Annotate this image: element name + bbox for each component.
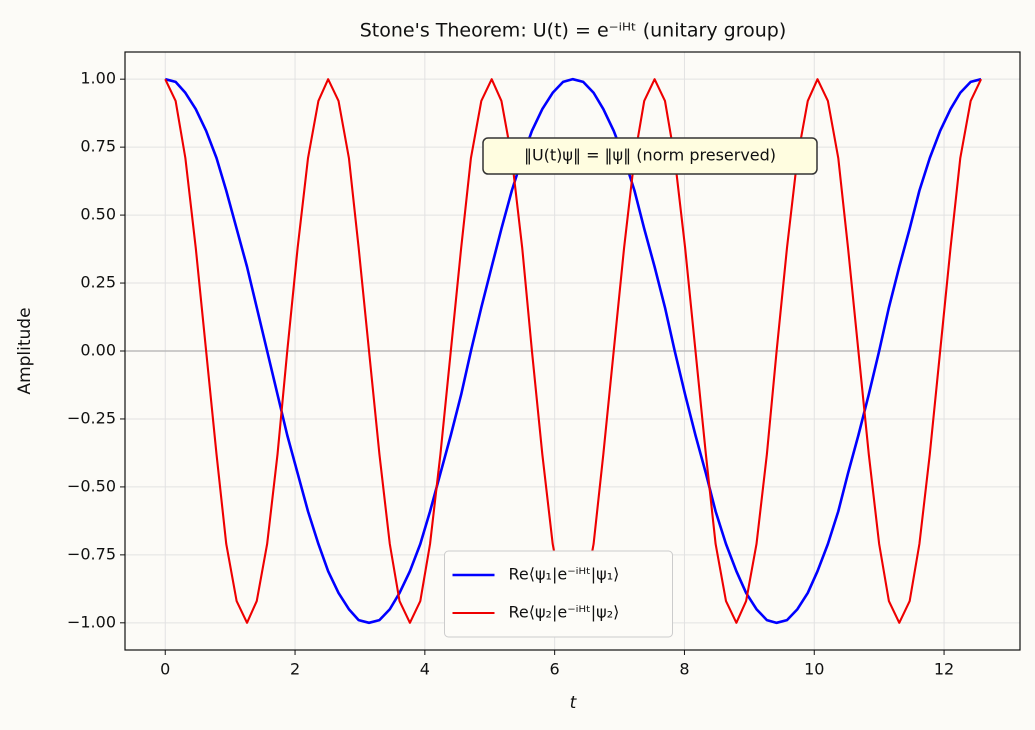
x-axis-label: t bbox=[570, 693, 578, 713]
chart-title: Stone's Theorem: U(t) = e⁻ⁱᴴᵗ (unitary g… bbox=[360, 20, 787, 42]
y-axis-label: Amplitude bbox=[15, 307, 35, 394]
y-tick-label: 0.75 bbox=[80, 137, 116, 156]
x-tick-label: 12 bbox=[934, 660, 954, 679]
series-line bbox=[164, 77, 982, 625]
y-tick-label: −0.75 bbox=[67, 544, 116, 563]
y-tick-label: 0.00 bbox=[80, 341, 116, 360]
y-tick-label: −1.00 bbox=[67, 612, 116, 631]
x-tick-label: 0 bbox=[160, 660, 170, 679]
x-tick-label: 8 bbox=[679, 660, 689, 679]
y-tick-label: 0.25 bbox=[80, 273, 116, 292]
x-tick-label: 4 bbox=[420, 660, 430, 679]
y-tick-label: −0.50 bbox=[67, 476, 116, 495]
legend-box bbox=[444, 550, 673, 638]
plot-frame bbox=[124, 51, 1021, 651]
y-tick-label: 1.00 bbox=[80, 69, 116, 88]
x-tick-label: 2 bbox=[290, 660, 300, 679]
legend-label: Re⟨ψ₂|e⁻ⁱᴴᵗ|ψ₂⟩ bbox=[509, 603, 620, 622]
annotation: ‖U(t)ψ‖ = ‖ψ‖ (norm preserved) bbox=[524, 146, 776, 165]
x-tick-label: 10 bbox=[804, 660, 824, 679]
y-tick-label: 0.50 bbox=[80, 205, 116, 224]
annotation-box bbox=[482, 137, 818, 175]
y-tick-label: −0.25 bbox=[67, 408, 116, 427]
legend-label: Re⟨ψ₁|e⁻ⁱᴴᵗ|ψ₁⟩ bbox=[509, 565, 620, 584]
x-tick-label: 6 bbox=[550, 660, 560, 679]
